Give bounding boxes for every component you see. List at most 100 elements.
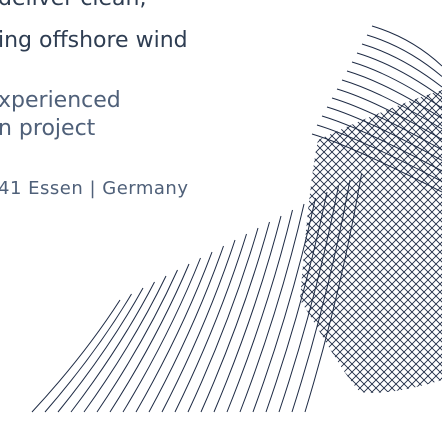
text-line: xperienced [0,88,121,113]
arc-line [331,97,442,151]
hatch-line [300,90,442,393]
arc-line [351,61,442,109]
hatch-line [363,90,442,393]
hatch-line [300,90,442,393]
hatch-line [347,90,442,393]
text-line: ing offshore wind [0,28,188,53]
hatch-line [300,90,442,393]
hatch-line [300,90,442,393]
hatch-line [395,90,442,393]
hatch-line [411,90,442,393]
stroke-line [70,281,155,413]
hatch-line [331,90,442,393]
hatch-line [363,90,442,393]
hatch-line [300,90,442,393]
hatch-line [300,90,442,393]
hatch-line [300,90,442,393]
hatch-line [300,90,442,393]
hatch-line [300,90,421,393]
hatch-line [300,90,421,393]
hatch-line [300,90,442,393]
hatch-line [300,90,442,393]
hatch-line [300,90,442,393]
hatch-line [419,90,442,393]
hatch-line [300,90,442,393]
hatch-line [300,90,442,393]
stroke-line [161,239,236,413]
hatch-line [355,90,442,393]
stroke-line [148,245,224,413]
arc-line [366,34,442,77]
stroke-line [265,191,328,413]
hatch-line [300,90,442,393]
hatch-line [371,90,442,393]
hatch-line [300,90,437,393]
stroke-line [252,197,316,413]
hatch-line [355,90,442,393]
stroke-line [226,209,293,413]
hatch-line [300,90,437,393]
hatch-line [387,90,442,393]
hatch-line [300,90,442,393]
hatch-line [371,90,442,393]
hatch-line [300,90,442,393]
arc-line [336,88,442,140]
hatch-line [300,90,429,393]
hatch-line [411,90,442,393]
hatch-line [300,90,442,393]
stroke-line [83,275,167,413]
stroke-line [200,221,270,413]
hatch-line [315,90,442,393]
hatch-line [300,90,405,393]
arc-line [371,25,442,67]
hatch-line [300,90,442,393]
hatch-line [300,90,442,393]
stroke-line [96,269,178,413]
hatch-line [300,90,442,393]
hatch-line [300,90,442,393]
text-line: n project [0,116,96,141]
hatch-line [300,90,413,393]
stroke-line [44,293,132,413]
arc-line [346,70,442,119]
arc-line [311,133,442,193]
hatch-line [300,90,442,393]
stroke-line [174,233,247,413]
hatch-line [300,90,442,393]
hatch-line [379,90,442,393]
hatch-line [307,90,442,393]
hatch-line [300,90,442,393]
hatch-line [315,90,442,393]
fan-top [311,25,442,193]
hatch-line [300,90,389,393]
text-line: deliver clean, [0,0,146,11]
hatch-line [323,90,442,393]
stroke-line [291,179,351,413]
hatch-line [339,90,442,393]
hatch-line [300,90,442,393]
fan-bottom [31,173,362,413]
hatch-line [300,90,442,393]
stroke-line [135,251,213,413]
hatch-line [339,90,442,393]
stroke-line [187,227,259,413]
hatch-line [300,90,442,393]
hatch-line [331,90,442,393]
address: 41 Essen | Germany [0,178,189,199]
hatch-line [307,90,442,393]
hatch-line [387,90,442,393]
stroke-line [213,215,282,413]
stroke-line [239,203,305,413]
hatch-line [300,90,442,393]
hatch-line [300,90,442,393]
stroke-line [278,185,339,413]
hatch-line [300,90,389,393]
hatch-line [395,90,442,393]
arc-line [326,106,442,161]
hatch-line [300,90,397,393]
arc-line [356,52,442,98]
hatch-line [300,90,442,393]
hatch-line [300,90,405,393]
arc-line [361,43,442,88]
